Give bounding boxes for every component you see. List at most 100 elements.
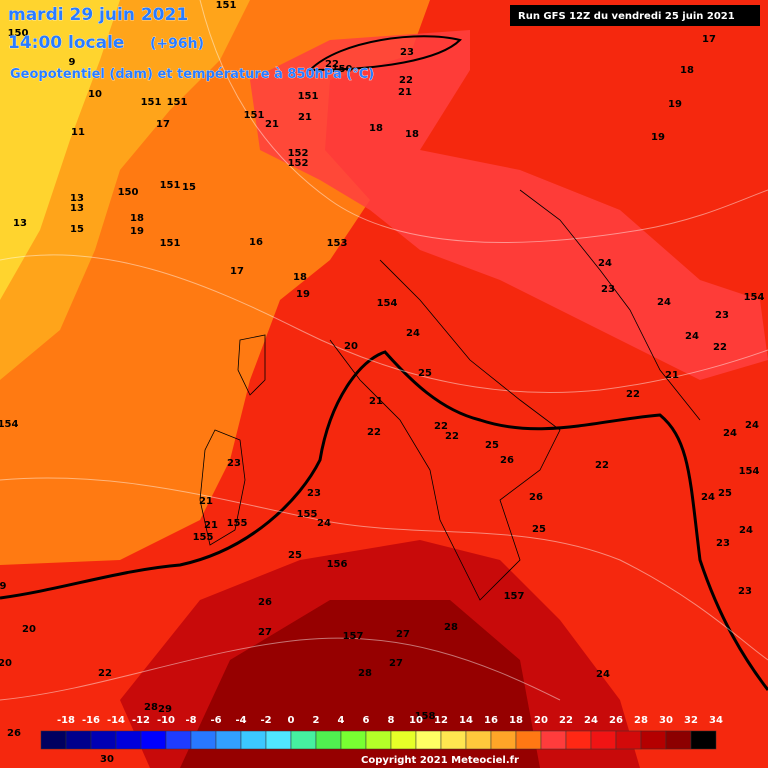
contour-label: 151 xyxy=(141,97,162,108)
colorbar-box xyxy=(190,730,217,750)
colorbar-label: -14 xyxy=(107,715,125,726)
contour-label: 19 xyxy=(296,289,310,300)
lead-time: (+96h) xyxy=(150,36,204,52)
contour-label: 25 xyxy=(718,488,732,499)
contour-label: 28 xyxy=(444,622,458,633)
contour-label: 20 xyxy=(344,341,358,352)
colorbar-box xyxy=(415,730,442,750)
colorbar-label: -10 xyxy=(157,715,175,726)
contour-label: 156 xyxy=(327,559,348,570)
contour-label: 151 xyxy=(216,0,237,11)
contour-label: 155 xyxy=(227,518,248,529)
colorbar-box xyxy=(340,730,367,750)
colorbar-label: -2 xyxy=(260,715,271,726)
run-box xyxy=(510,5,760,26)
contour-label: 25 xyxy=(418,368,432,379)
contour-label: 26 xyxy=(529,492,543,503)
colorbar-box xyxy=(265,730,292,750)
isoline-thick xyxy=(0,350,768,691)
contour-label: 21 xyxy=(665,370,679,381)
colorbar-label: 6 xyxy=(363,715,370,726)
contour-label: 18 xyxy=(369,123,383,134)
contour-label: 23 xyxy=(307,488,321,499)
contour-label: 153 xyxy=(327,238,348,249)
colorbar-label: -12 xyxy=(132,715,150,726)
colorbar-box xyxy=(640,730,667,750)
contours xyxy=(0,0,768,701)
date: mardi 29 juin 2021 xyxy=(8,5,188,25)
colorbar-label: 4 xyxy=(338,715,345,726)
contour-label: 24 xyxy=(739,525,753,536)
contour-label: 13 xyxy=(70,203,84,214)
contour-label: 10 xyxy=(88,89,102,100)
contour-label: 155 xyxy=(193,532,214,543)
colorbar-label: -18 xyxy=(57,715,75,726)
contour-label: 158 xyxy=(415,711,436,722)
contour-label: 22 xyxy=(626,389,640,400)
colorbar-box xyxy=(115,730,142,750)
colorbar-label: -4 xyxy=(235,715,246,726)
contour-label: 21 xyxy=(398,87,412,98)
colorbar-box xyxy=(365,730,392,750)
contour-label: 21 xyxy=(298,112,312,123)
colorbar-box xyxy=(615,730,642,750)
contour-label: 20 xyxy=(22,624,36,635)
pink-zone xyxy=(250,30,768,380)
contour-label: 150 xyxy=(332,64,353,75)
contour-label: 26 xyxy=(7,728,21,739)
contour-label: 21 xyxy=(369,396,383,407)
contour-label: 24 xyxy=(685,331,699,342)
contour-label: 154 xyxy=(744,292,765,303)
contour-label: 30 xyxy=(100,754,114,765)
contour-label: 16 xyxy=(249,237,263,248)
contour-label: 11 xyxy=(71,127,85,138)
contour-label: 27 xyxy=(258,627,272,638)
contour-label: 24 xyxy=(406,328,420,339)
colorbar-label: 0 xyxy=(288,715,295,726)
contour-label: 23 xyxy=(227,458,241,469)
contour-label: 151 xyxy=(244,110,265,121)
colorbar-label: 24 xyxy=(584,715,598,726)
contour-label: 21 xyxy=(199,496,213,507)
contour-label: 9 xyxy=(0,581,7,592)
colorbar-label: -8 xyxy=(185,715,196,726)
contour-label: 151 xyxy=(160,238,181,249)
contour-label: 27 xyxy=(389,658,403,669)
colorbar-label: 14 xyxy=(459,715,473,726)
colorbar-box xyxy=(590,730,617,750)
subtitle: Geopotentiel (dam) et température à 850h… xyxy=(10,67,374,82)
contour-label: 23 xyxy=(601,284,615,295)
colorbar-label: 22 xyxy=(559,715,573,726)
contour-label: 15 xyxy=(70,224,84,235)
copyright: Copyright 2021 Meteociel.fr xyxy=(361,755,519,766)
contour-label: 22 xyxy=(595,460,609,471)
contour-label: 25 xyxy=(485,440,499,451)
contour-label: 24 xyxy=(723,428,737,439)
colorbar-label: -16 xyxy=(82,715,100,726)
contour-label: 13 xyxy=(70,193,84,204)
colorbar-box xyxy=(390,730,417,750)
colorbar-box xyxy=(565,730,592,750)
contour-label: 17 xyxy=(230,266,244,277)
contour-label: 26 xyxy=(258,597,272,608)
cool-zone xyxy=(0,0,120,300)
contour-label: 24 xyxy=(598,258,612,269)
contour-label: 24 xyxy=(317,518,331,529)
time: 14:00 locale xyxy=(8,33,124,53)
contour-label: 19 xyxy=(130,226,144,237)
isoline-closed xyxy=(307,35,462,72)
contour-label: 18 xyxy=(680,65,694,76)
run-info: Run GFS 12Z du vendredi 25 juin 2021 xyxy=(518,11,735,22)
contour-label: 25 xyxy=(532,524,546,535)
contour-label: 150 xyxy=(8,28,29,39)
contour-label: 21 xyxy=(204,520,218,531)
contour-label: 17 xyxy=(156,119,170,130)
colorbar-label: 26 xyxy=(609,715,623,726)
contour-label: 22 xyxy=(325,59,339,70)
colorbar-label: 34 xyxy=(709,715,723,726)
colorbar-label: 10 xyxy=(409,715,423,726)
contour-label: 150 xyxy=(118,187,139,198)
colorbar-box xyxy=(290,730,317,750)
